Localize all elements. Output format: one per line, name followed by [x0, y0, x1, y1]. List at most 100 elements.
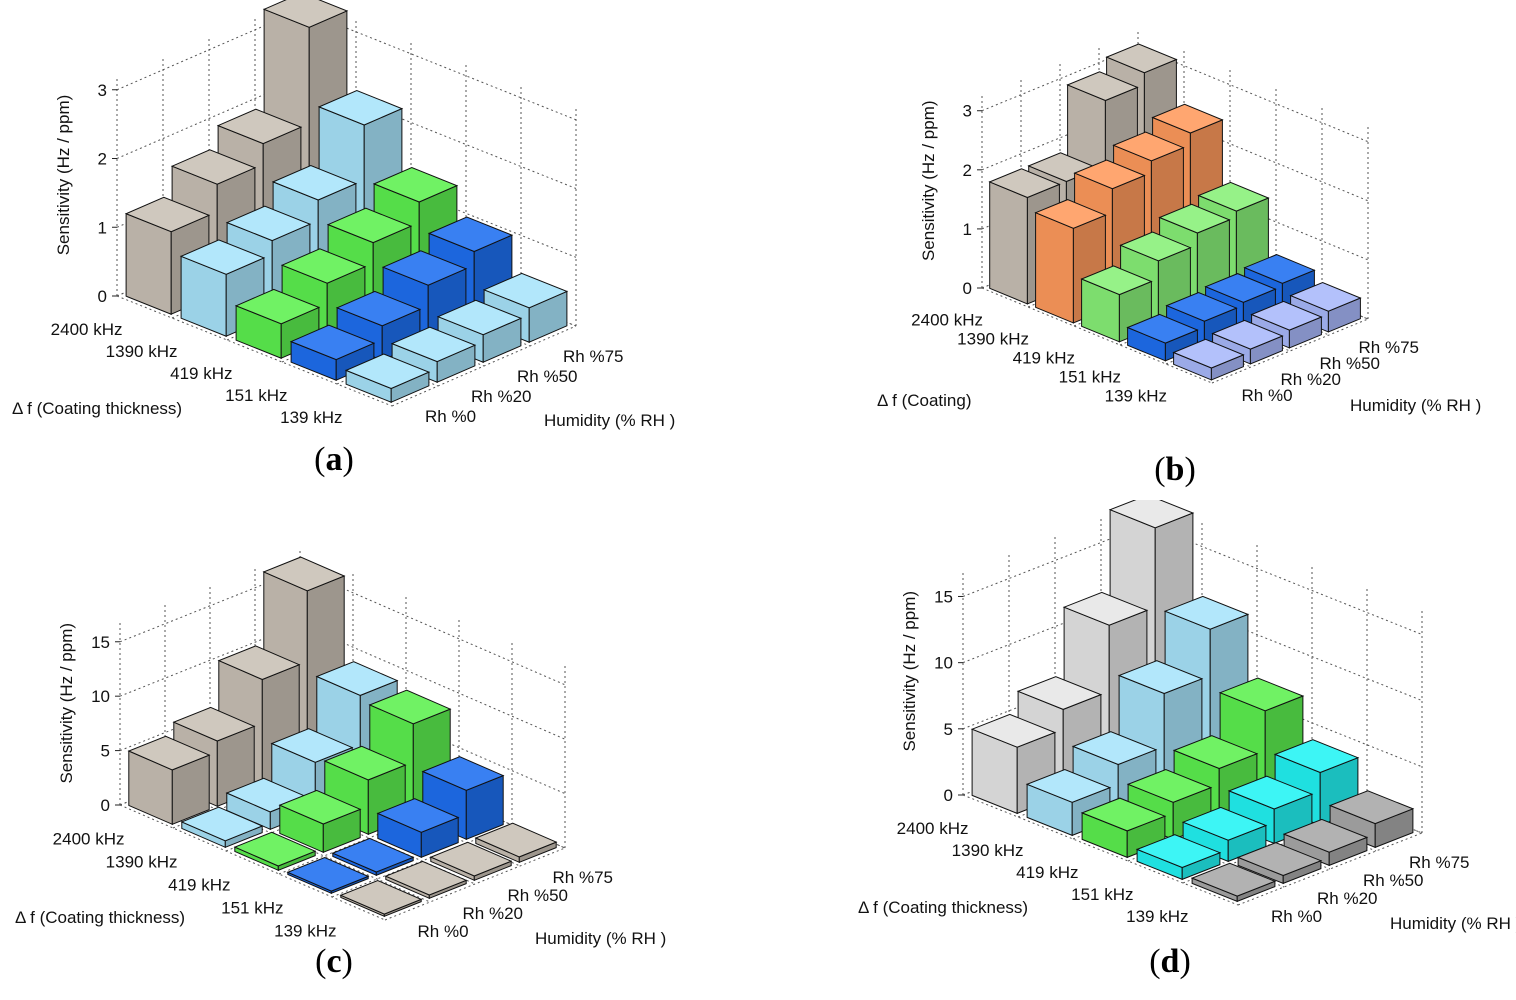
bar-top-face — [286, 856, 370, 892]
bar-top-face — [390, 326, 477, 363]
z-grid-line — [981, 105, 1369, 202]
y-tick-label: Rh %75 — [553, 868, 613, 887]
bar-top-face — [1250, 300, 1323, 331]
bar-139khz-rh0 — [1172, 338, 1245, 381]
y-tick-label: Rh %0 — [418, 922, 469, 941]
x-tick-label: 419 kHz — [170, 364, 232, 383]
x-axis: 2400 kHz 1390 kHz 419 kHz 151 kHz 139 kHz — [51, 320, 343, 427]
bar-top-face — [970, 713, 1057, 748]
x-tick-label: 151 kHz — [225, 386, 287, 405]
bar-top-face — [1119, 231, 1192, 262]
bar-top-face — [339, 879, 423, 915]
z-grid-line — [119, 623, 566, 740]
y-axis-label: Humidity (% RH ) — [1350, 396, 1481, 415]
bar-top-face — [1108, 500, 1195, 529]
x-tick-label: 139 kHz — [280, 408, 342, 427]
bar-top-face — [127, 735, 211, 771]
x-axis: 2400 kHz 1390 kHz 419 kHz 151 kHz 139 kHz — [897, 819, 1189, 926]
bar-top-face — [1073, 159, 1146, 190]
bar-top-face — [1328, 790, 1415, 825]
x-axis-label: Δ f (Coating thickness) — [12, 399, 182, 418]
bar-top-face — [335, 290, 422, 327]
y-tick-label: Rh %50 — [508, 886, 568, 905]
x-axis: 2400 kHz 1390 kHz 419 kHz 151 kHz 139 kHz — [53, 830, 337, 941]
y-tick-label: Rh %20 — [471, 387, 531, 406]
bar-top-face — [1218, 677, 1305, 712]
bar-top-face — [315, 661, 399, 696]
bar-top-face — [1112, 131, 1185, 162]
bar-top-face — [372, 166, 459, 203]
chart-c-svg: 0 5 10 15 Sensitivity (Hz / ppm) 2400 kHz 1390… — [15, 548, 666, 980]
y-tick-label: Rh %0 — [1271, 907, 1322, 926]
bar-top-face — [1126, 768, 1213, 803]
y-tick-label: Rh %0 — [1242, 386, 1293, 405]
z-tick-label: 1 — [98, 218, 107, 237]
x-tick-label: 2400 kHz — [51, 320, 123, 339]
bar-top-face — [170, 149, 257, 185]
bar-151khz-rh20 — [331, 837, 415, 877]
x-tick-label: 139 kHz — [274, 922, 336, 941]
x-tick-label: 1390 kHz — [106, 342, 178, 361]
bar-top-face — [180, 806, 264, 842]
bar-top-face — [482, 272, 569, 309]
bar-139khz-rh0 — [1190, 862, 1277, 903]
x-tick-label: 1390 kHz — [952, 841, 1024, 860]
x-tick-label: 1390 kHz — [957, 330, 1029, 349]
bar-top-face — [179, 239, 266, 275]
panel-caption: (b) — [1154, 451, 1196, 488]
bar-top-face — [317, 89, 404, 126]
bar-1390khz-rh0 — [180, 806, 264, 849]
bar-139khz-rh20 — [384, 860, 468, 900]
bar-139khz-rh75 — [474, 822, 558, 864]
bar-top-face — [1243, 254, 1316, 284]
y-tick-label: Rh %20 — [1281, 370, 1341, 389]
chart-panel-c: 0 5 10 15 Sensitivity (Hz / ppm) 2400 kHz 1390… — [0, 500, 758, 1000]
bar-419khz-rh0 — [1080, 797, 1167, 859]
floor-grid-line — [164, 786, 431, 903]
bar-top-face — [216, 108, 303, 145]
z-axis-label: Sensitivity (Hz / ppm) — [919, 100, 938, 261]
bar-top-face — [271, 164, 358, 201]
bar-top-face — [225, 205, 312, 242]
floor-grid-line — [1211, 318, 1369, 384]
bar-top-face — [124, 196, 211, 233]
bar-top-face — [1066, 71, 1139, 102]
chart-panel-b: 0 1 2 3 Sensitivity (Hz / ppm) 2400 kHz 1390 k… — [758, 0, 1516, 500]
y-tick-label: Rh %20 — [463, 904, 523, 923]
bar-139khz-rh0 — [344, 353, 431, 403]
panel-caption: (c) — [315, 943, 353, 980]
bar-top-face — [427, 216, 514, 253]
bar-top-face — [289, 324, 376, 361]
bar-top-face — [217, 645, 301, 681]
bar-top-face — [1016, 676, 1103, 710]
z-tick-label: 0 — [101, 796, 110, 815]
x-tick-label: 151 kHz — [1059, 368, 1121, 387]
bar-top-face — [436, 299, 523, 336]
bar-top-face — [1190, 862, 1277, 897]
y-tick-label: Rh %50 — [1363, 871, 1423, 890]
z-grid-line — [962, 523, 1423, 635]
bar-front-face — [989, 181, 1028, 305]
bar-top-face — [474, 822, 558, 858]
x-tick-label: 2400 kHz — [53, 830, 125, 849]
x-tick-label: 419 kHz — [1016, 863, 1078, 882]
bar-top-face — [1163, 595, 1250, 630]
bar-top-face — [1151, 103, 1224, 134]
bar-top-face — [323, 745, 407, 781]
bar-top-face — [1181, 806, 1268, 841]
bar-front-face — [1035, 211, 1074, 324]
bar-151khz-rh0 — [1135, 834, 1222, 881]
bar-top-face — [1273, 739, 1360, 774]
x-tick-label: 139 kHz — [1105, 387, 1167, 406]
chart-bars — [124, 0, 569, 403]
chart-bars — [127, 556, 558, 918]
x-tick-label: 2400 kHz — [911, 311, 983, 330]
x-tick-label: 2400 kHz — [897, 819, 969, 838]
z-tick-label: 10 — [91, 687, 110, 706]
chart-d-svg: 0 5 10 15 Sensitivity (Hz / ppm) 2400 kHz 1390… — [858, 500, 1516, 980]
bar-top-face — [1289, 281, 1362, 312]
x-tick-label: 419 kHz — [1013, 349, 1075, 368]
